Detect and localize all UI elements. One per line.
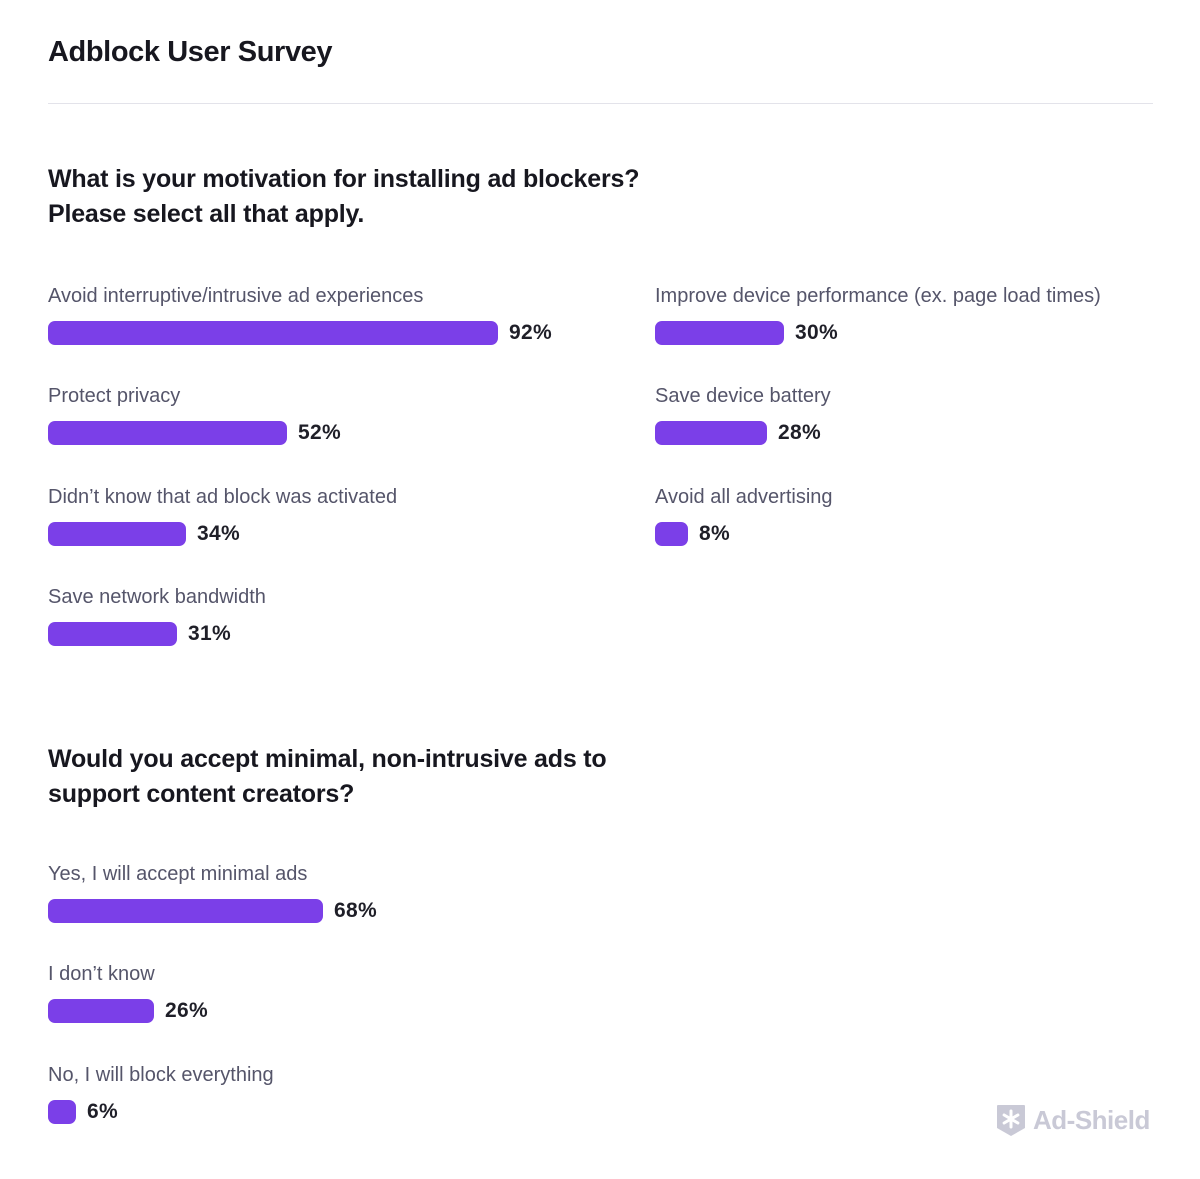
question-1-title: What is your motivation for installing a… xyxy=(48,165,640,228)
q2-option-dont-know: I don’t know 26% xyxy=(48,962,208,1023)
bar xyxy=(48,421,287,445)
q2-option-no: No, I will block everything 6% xyxy=(48,1063,274,1124)
ad-shield-logo: Ad-Shield xyxy=(996,1104,1150,1137)
option-label: Avoid all advertising xyxy=(655,486,833,508)
q1-option-save-bandwidth: Save network bandwidth 31% xyxy=(48,585,266,646)
title-divider xyxy=(48,103,1153,104)
q2-option-yes: Yes, I will accept minimal ads 68% xyxy=(48,862,377,923)
percentage: 6% xyxy=(87,1100,118,1123)
bar xyxy=(48,999,154,1023)
option-label: Yes, I will accept minimal ads xyxy=(48,863,308,885)
bar xyxy=(48,899,323,923)
bar xyxy=(48,1100,76,1124)
percentage: 31% xyxy=(188,622,231,645)
bar xyxy=(48,321,498,345)
percentage: 8% xyxy=(699,522,730,545)
percentage: 26% xyxy=(165,999,208,1022)
option-label: Save device battery xyxy=(655,385,831,407)
q1-option-didnt-know: Didn’t know that ad block was activated … xyxy=(48,485,397,546)
percentage: 52% xyxy=(298,421,341,444)
percentage: 34% xyxy=(197,522,240,545)
bar xyxy=(655,321,784,345)
percentage: 30% xyxy=(795,321,838,344)
option-label: Save network bandwidth xyxy=(48,586,266,608)
q1-option-device-performance: Improve device performance (ex. page loa… xyxy=(655,284,1101,345)
option-label: No, I will block everything xyxy=(48,1064,274,1086)
page-title: Adblock User Survey xyxy=(48,36,333,68)
bar xyxy=(655,421,767,445)
option-label: I don’t know xyxy=(48,963,155,985)
bar xyxy=(655,522,688,546)
bar xyxy=(48,522,186,546)
shield-asterisk-icon xyxy=(997,1105,1025,1136)
q1-option-avoid-all-ads: Avoid all advertising 8% xyxy=(655,485,833,546)
q1-option-avoid-intrusive: Avoid interruptive/intrusive ad experien… xyxy=(48,284,552,345)
percentage: 28% xyxy=(778,421,821,444)
percentage: 92% xyxy=(509,321,552,344)
q1-option-protect-privacy: Protect privacy 52% xyxy=(48,384,341,445)
option-label: Improve device performance (ex. page loa… xyxy=(655,285,1101,307)
option-label: Didn’t know that ad block was activated xyxy=(48,486,398,508)
bar xyxy=(48,622,177,646)
logo-text: Ad-Shield xyxy=(1033,1105,1150,1135)
question-2-title: Would you accept minimal, non-intrusive … xyxy=(48,745,607,808)
option-label: Protect privacy xyxy=(48,385,181,407)
option-label: Avoid interruptive/intrusive ad experien… xyxy=(48,285,424,307)
q1-option-save-battery: Save device battery 28% xyxy=(655,384,831,445)
percentage: 68% xyxy=(334,899,377,922)
